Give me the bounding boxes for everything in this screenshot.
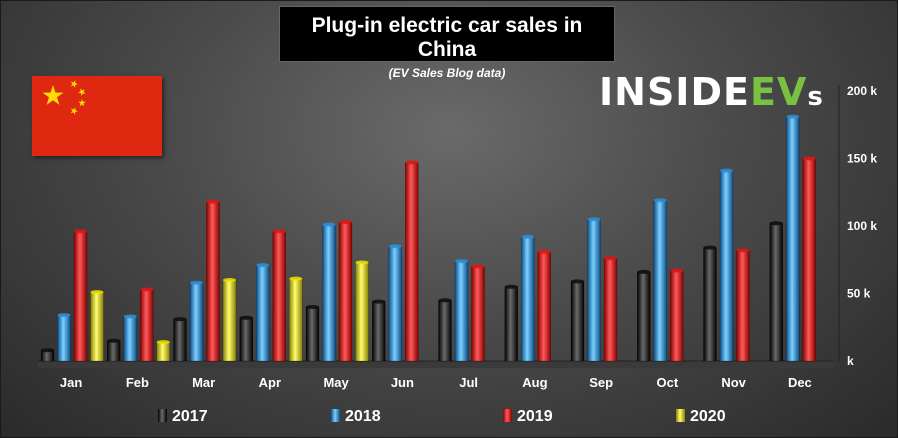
legend-item-2019: 2019 [503, 408, 553, 425]
legend-label-2018: 2018 [345, 408, 381, 425]
bar-2017-oct [637, 269, 651, 362]
bar-2017-mar [173, 317, 187, 362]
bar-2017-jan [40, 348, 55, 362]
y-tick-label: k [847, 354, 854, 368]
bar-2018-sep [587, 217, 601, 362]
plot-floor [38, 361, 833, 368]
x-tick-label-oct: Oct [657, 375, 679, 390]
bar-2017-dec [769, 221, 783, 362]
bar-2020-apr [289, 276, 303, 362]
y-tick-label: 150 k [847, 152, 877, 166]
bar-2017-feb [107, 338, 121, 362]
bar-2019-dec [802, 156, 816, 362]
legend-swatch-2020 [676, 409, 685, 422]
logo-part-s: s [807, 82, 824, 112]
bar-2017-sep [570, 279, 585, 362]
bar-2019-may [338, 219, 353, 362]
logo-part-inside: INSIDE [599, 70, 750, 114]
legend-label-2019: 2019 [517, 408, 553, 425]
bar-2020-may [355, 260, 369, 362]
legend-label-2020: 2020 [690, 408, 726, 425]
legend-swatch-2018 [331, 409, 340, 422]
legend-item-2018: 2018 [331, 408, 381, 425]
x-tick-label-feb: Feb [126, 375, 149, 390]
x-tick-label-mar: Mar [192, 375, 215, 390]
legend-label-2017: 2017 [172, 408, 208, 425]
bar-2017-aug [504, 284, 518, 362]
x-tick-label-may: May [323, 375, 349, 390]
bar-2019-mar [206, 199, 220, 362]
bar-2018-jun [388, 244, 402, 362]
bar-2019-nov [736, 248, 750, 362]
bar-2017-apr [239, 315, 253, 362]
bar-2018-feb [123, 314, 137, 362]
x-tick-label-dec: Dec [788, 375, 812, 390]
bar-2018-aug [521, 234, 535, 362]
x-tick-label-sep: Sep [589, 375, 613, 390]
bar-2017-may [305, 305, 320, 362]
bar-2018-jan [57, 313, 71, 362]
x-tick-label-jan: Jan [60, 375, 82, 390]
insideevs-logo: INSIDEEVs [599, 67, 824, 117]
bar-2017-jun [372, 299, 386, 362]
logo-part-ev: EV [749, 70, 808, 114]
chart-title-box: Plug-in electric car sales in China (EV … [279, 6, 615, 80]
bar-2018-dec [786, 114, 800, 362]
x-tick-label-apr: Apr [259, 375, 281, 390]
bar-2018-nov [719, 168, 734, 362]
bar-2020-jan [90, 290, 104, 362]
chart-subtitle: (EV Sales Blog data) [388, 66, 506, 80]
legend-item-2020: 2020 [676, 408, 726, 425]
y-tick-label: 100 k [847, 219, 877, 233]
bar-2018-mar [189, 280, 204, 362]
bar-2019-aug [537, 249, 551, 362]
bar-2019-jul [471, 264, 485, 362]
bar-2018-apr [256, 263, 270, 362]
bar-2017-jul [438, 298, 452, 362]
bar-2019-jun [405, 160, 419, 362]
bar-2018-jul [454, 259, 469, 362]
chart-title: Plug-in electric car sales in China [311, 14, 583, 61]
legend-swatch-2017 [158, 409, 167, 422]
bar-2017-nov [703, 245, 717, 362]
y-tick-label: 200 k [847, 84, 877, 98]
bar-2019-apr [272, 229, 286, 362]
bar-2018-oct [653, 198, 667, 362]
x-tick-label-jul: Jul [459, 375, 478, 390]
bar-2019-feb [140, 287, 154, 362]
bar-2020-feb [156, 340, 170, 362]
x-tick-label-jun: Jun [391, 375, 414, 390]
x-tick-label-aug: Aug [522, 375, 547, 390]
y-tick-label: 50 k [847, 287, 871, 301]
bar-2019-jan [73, 229, 88, 362]
bar-2019-oct [670, 268, 684, 362]
china-flag-icon [32, 76, 162, 156]
bar-2019-sep [603, 256, 618, 362]
bar-2020-mar [222, 278, 237, 362]
legend-item-2017: 2017 [158, 408, 208, 425]
legend-swatch-2019 [503, 409, 512, 422]
x-tick-label-nov: Nov [721, 375, 746, 390]
bar-2018-may [322, 222, 336, 362]
